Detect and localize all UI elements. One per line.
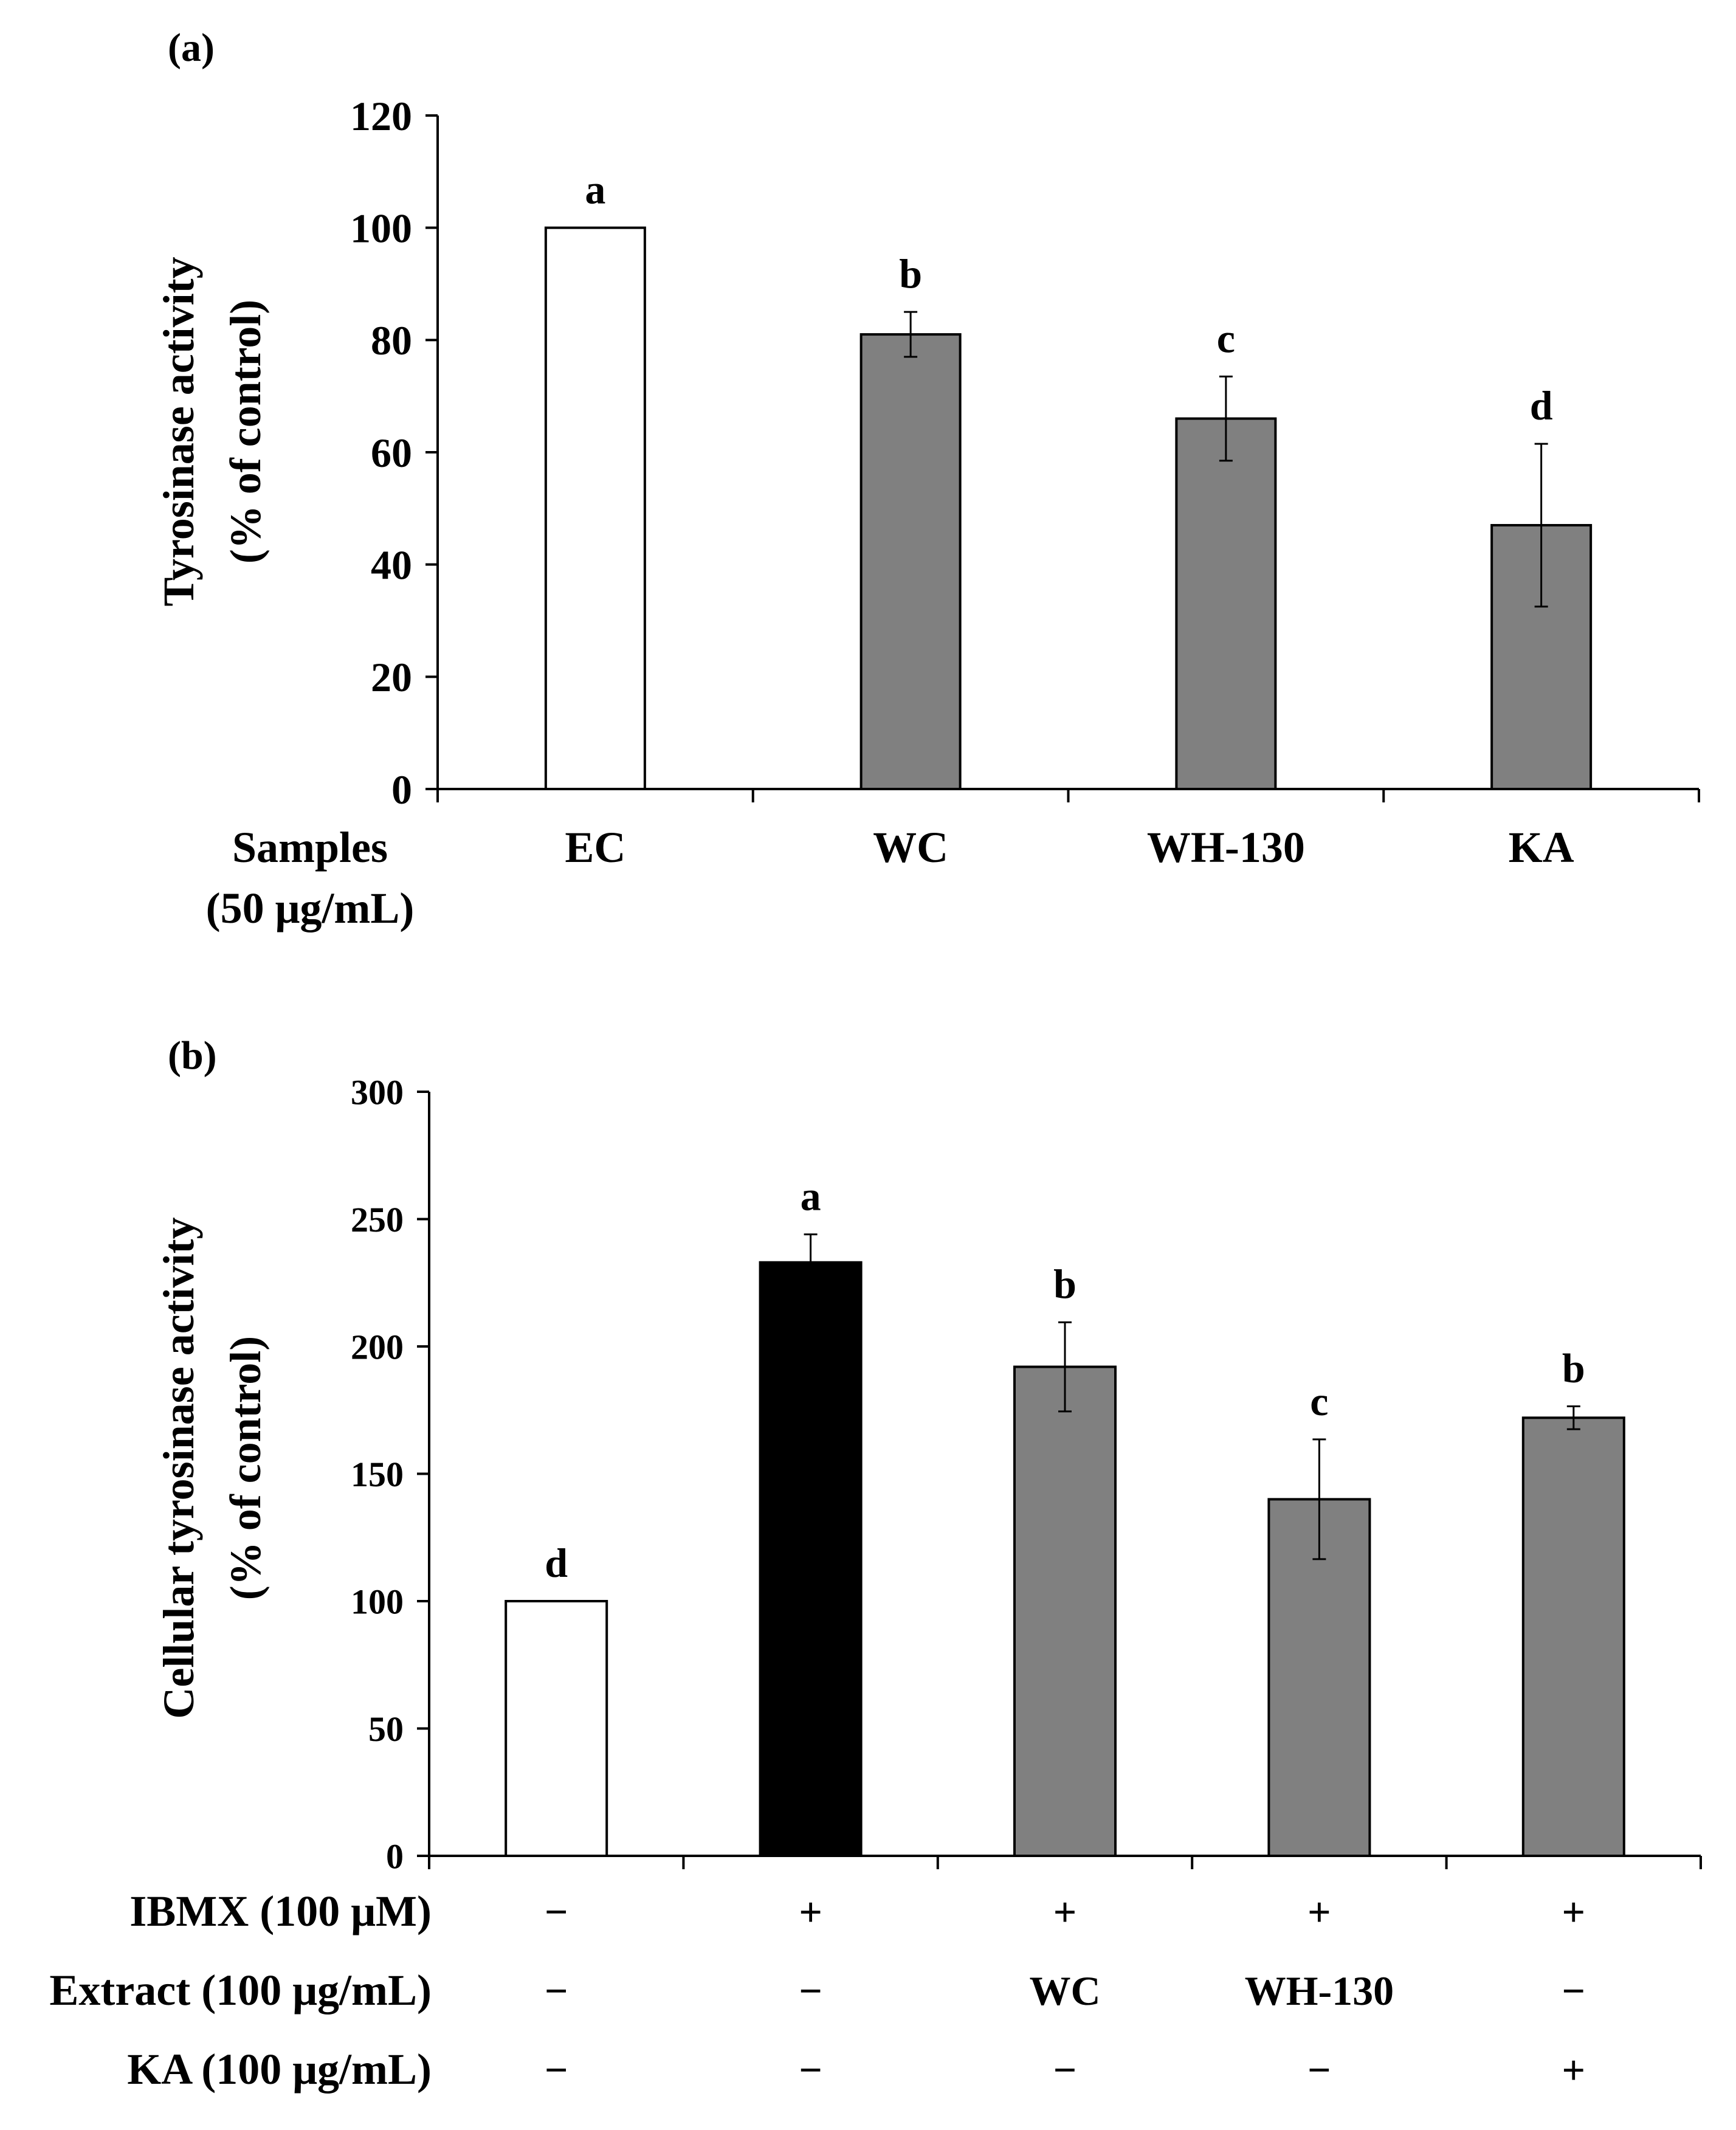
panel-a-y-tick-label-1: 0: [391, 767, 412, 813]
panel-a-x-axis-title-line2: (50 μg/mL): [206, 884, 415, 932]
panel-a-significance-label-1: a: [585, 167, 605, 213]
panel-b-significance-label-1: d: [545, 1540, 568, 1586]
panel-b-treatment-table: IBMX (100 μM) − + + + + Extract (100 μg/mL) − − W…: [49, 1887, 1585, 2094]
panel-b-y-axis-title-line2: (% of control): [221, 1336, 270, 1601]
panel-a-category-label-4: KA: [1509, 823, 1574, 872]
panel-a-y-tick-label-4: 60: [371, 430, 412, 476]
panel-b-bar-3: [1013, 1365, 1117, 1857]
panel-a-label: (a): [168, 26, 215, 70]
panel-b-treatment-cell-1-2: +: [799, 1889, 822, 1935]
panel-a-bars: a b c d: [544, 167, 1593, 790]
panel-a-axes: 0 20 40 60 80 100 120: [350, 93, 1700, 813]
panel-b-bar-5: [1521, 1416, 1625, 1858]
panel-b-significance-label-3: b: [1053, 1261, 1076, 1307]
panel-b-label: (b): [168, 1033, 217, 1078]
panel-a-bar-2: [859, 333, 962, 790]
panel-a-significance-label-4: d: [1530, 382, 1553, 429]
panel-b-y-tick-label-1: 0: [386, 1836, 404, 1876]
panel-a-y-tick-label-3: 40: [371, 542, 412, 588]
panel-b-treatment-cell-3-3: −: [1053, 2047, 1077, 2093]
panel-b-significance-label-5: b: [1562, 1345, 1585, 1391]
panel-a-y-tick-label-6: 100: [350, 205, 412, 251]
panel-b-treatment-cell-1-4: +: [1307, 1889, 1331, 1935]
panel-b-treatment-cell-2-3: WC: [1029, 1968, 1100, 2014]
panel-a-bar-1: [544, 226, 646, 790]
panel-b-treatment-cell-3-2: −: [799, 2047, 822, 2093]
panel-b-y-tick-label-7: 300: [351, 1072, 404, 1112]
panel-b-y-tick-label-3: 100: [351, 1582, 404, 1621]
panel-b-treatment-cell-1-1: −: [545, 1889, 568, 1935]
panel-b-significance-label-2: a: [801, 1173, 821, 1219]
panel-b-y-tick-label-2: 50: [368, 1709, 404, 1749]
panel-b-treatment-row-label-1: IBMX (100 μM): [129, 1887, 432, 1935]
panel-b-y-tick-label-6: 250: [351, 1200, 404, 1239]
panel-b-treatment-cell-1-5: +: [1562, 1889, 1585, 1935]
panel-a-y-axis-title-line2: (% of control): [221, 300, 270, 564]
panel-a-x-axis-title-line1: Samples: [232, 823, 388, 872]
panel-a-categories: EC WC WH-130 KA: [565, 823, 1574, 872]
panel-b-treatment-row-label-3: KA (100 μg/mL): [127, 2045, 432, 2094]
panel-b-treatment-cell-2-2: −: [799, 1968, 822, 2014]
panel-b-significance-label-4: c: [1310, 1378, 1328, 1424]
panel-a-significance-label-3: c: [1217, 315, 1235, 361]
panel-b-y-tick-label-4: 150: [351, 1455, 404, 1494]
panel-b-treatment-cell-3-1: −: [545, 2047, 568, 2093]
panel-b-treatment-cell-3-4: −: [1307, 2047, 1331, 2093]
panel-a-y-tick-label-5: 80: [371, 317, 412, 364]
panel-a-y-tick-label-7: 120: [350, 93, 412, 139]
panel-a-category-label-1: EC: [565, 823, 625, 872]
panel-b-treatment-cell-3-5: +: [1562, 2047, 1585, 2093]
panel-a-significance-label-2: b: [899, 250, 922, 297]
panel-a-category-label-3: WH-130: [1147, 823, 1305, 872]
panel-b-y-axis-title-line1: Cellular tyrosinase activity: [154, 1217, 203, 1718]
panel-b-treatment-row-label-2: Extract (100 μg/mL): [49, 1966, 432, 2015]
panel-b-axes: 0 50 100 150 200 250 300: [351, 1072, 1702, 1876]
panel-b-treatment-cell-2-5: −: [1562, 1968, 1585, 2014]
panel-b-bar-1: [505, 1600, 608, 1857]
panel-b-treatment-cell-1-3: +: [1053, 1889, 1077, 1935]
panel-b-bar-2: [759, 1261, 863, 1857]
panel-a: (a) Tyrosinase activity (% of control) S…: [154, 26, 1700, 932]
panel-a-y-axis-title-line1: Tyrosinase activity: [154, 257, 203, 606]
panel-b-y-tick-label-5: 200: [351, 1327, 404, 1367]
panel-b-bars: d a b c b: [505, 1173, 1625, 1858]
panel-a-category-label-2: WC: [873, 823, 948, 872]
panel-a-bar-3: [1175, 417, 1277, 790]
panel-b-treatment-cell-2-1: −: [545, 1968, 568, 2014]
panel-a-y-tick-label-2: 20: [371, 654, 412, 700]
panel-b-treatment-cell-2-4: WH-130: [1245, 1968, 1394, 2014]
panel-b: (b) Cellular tyrosinase activity (% of c…: [49, 1033, 1702, 2094]
